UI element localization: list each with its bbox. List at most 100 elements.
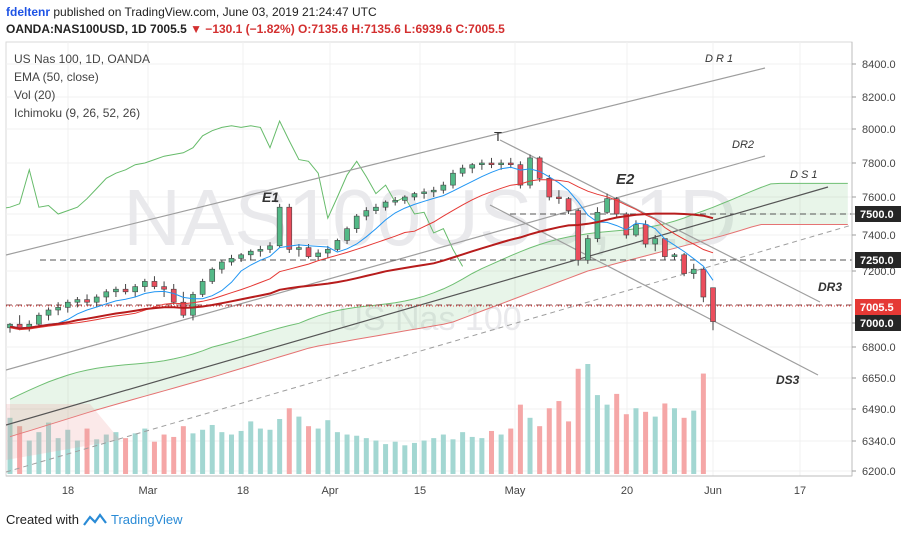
watermark-symbol: NAS100USD, 1D [123,173,737,262]
volume-bar [113,432,119,474]
candle-body [170,288,177,303]
legend-ema[interactable]: EMA (50, close) [14,70,99,84]
volume-bar [334,432,340,474]
volume-bar [431,438,437,474]
volume-bar [17,426,23,474]
volume-bar [325,420,331,474]
candle-body [190,294,196,316]
y-tick-label: 7800.0 [862,158,896,170]
ohlc-values: O:7135.6 H:7135.6 L:6939.6 C:7005.5 [298,22,505,36]
kijun-line [9,179,714,331]
volume-bar [296,416,302,474]
volume-bar [508,428,514,474]
candle-body [623,213,630,236]
trend-line [6,224,852,473]
candle-body [296,247,302,250]
y-tick-label: 7200.0 [862,266,896,278]
y-tick-label: 6200.0 [862,466,896,478]
volume-bar [575,368,581,474]
annotation-label: D R 1 [705,53,733,65]
y-tick-label: 6800.0 [862,342,896,354]
x-axis[interactable]: 18 Mar 18 Apr 15 May 20 Jun 17 [6,475,852,497]
volume-bar [248,421,254,474]
volume-bar [151,441,157,474]
annotation-label: E2 [616,171,635,188]
y-axis[interactable]: 6200.0 6340.0 6490.0 6650.0 6800.0 7000.0 7200… [851,42,901,478]
candle-body [700,268,707,298]
candle-body [353,215,360,230]
tenkan-line [9,166,714,329]
volume-bar [392,441,398,474]
volume-bar [315,428,321,474]
candle-body [103,291,110,298]
candle-body [276,206,283,247]
watermark: NAS100USD, 1D US Nas 100 [123,173,737,338]
annotation-label: DR2 [732,139,754,151]
volume-bar [286,408,292,474]
volume-bar [46,422,52,474]
senkou-span-a [9,182,848,400]
volume-bar [517,404,523,474]
y-tick-label: 6340.0 [862,436,896,448]
trend-line [6,67,766,256]
volume-bar [344,434,350,474]
candle-body [161,286,167,290]
ichimoku-cloud [6,119,848,460]
senkou-span-b [9,224,848,438]
volume-bar [681,417,687,474]
candle-body [84,299,90,303]
y-tick-label: 7400.0 [862,230,896,242]
legend-vol[interactable]: Vol (20) [14,88,55,102]
volume-bar [200,429,206,474]
volume-bar [450,439,456,474]
chart-header: fdeltenr published on TradingView.com, J… [6,4,505,38]
candle-body [334,240,341,250]
volume-bar [402,445,408,474]
volume-bar [585,364,591,474]
volume-bar [171,436,177,474]
candle-body [556,196,562,199]
kumo-cloud [10,183,848,437]
volume-bar [354,435,360,474]
volume-bar [219,432,225,474]
candle-body [479,162,485,165]
x-tick-label: 18 [237,485,249,497]
y-tick-label: 8400.0 [862,59,896,71]
volume-bar [363,438,369,474]
legend-ichimoku[interactable]: Ichimoku (9, 26, 52, 26) [14,106,140,120]
candle-body [450,172,456,186]
annotation-label: T [494,129,502,144]
candle-body [546,178,553,198]
plot-area[interactable] [5,41,853,477]
volume-bar [132,433,138,474]
candle-body [315,252,321,257]
candle-body [585,238,591,261]
x-tick-label: May [505,485,526,497]
candle-body [142,281,148,287]
price-label-box [855,299,901,315]
volume-bar [604,404,610,474]
candle-body [652,238,659,245]
annotation-label: D S 1 [790,169,818,181]
price-change: ▼ −130.1 (−1.82%) [190,22,295,36]
candle-body [488,162,495,165]
candle-body [575,210,581,261]
candle-body [459,167,466,174]
volume-layer [7,364,706,474]
candle-body [382,201,389,208]
candle-body [151,281,158,287]
volume-bar [411,442,417,474]
candle-body [421,191,427,194]
volume-bar [306,426,312,474]
candle-body [286,206,293,250]
tradingview-brand[interactable]: TradingView [110,512,183,527]
author-name[interactable]: fdeltenr [6,5,51,19]
candle-body [113,288,119,293]
legend-title[interactable]: US Nas 100, 1D, OANDA [14,52,150,66]
volume-bar [190,433,196,474]
candle-body [507,162,514,165]
price-label: 7005.5 [860,302,894,314]
volume-bar [7,417,13,474]
chikou-span [6,119,464,267]
